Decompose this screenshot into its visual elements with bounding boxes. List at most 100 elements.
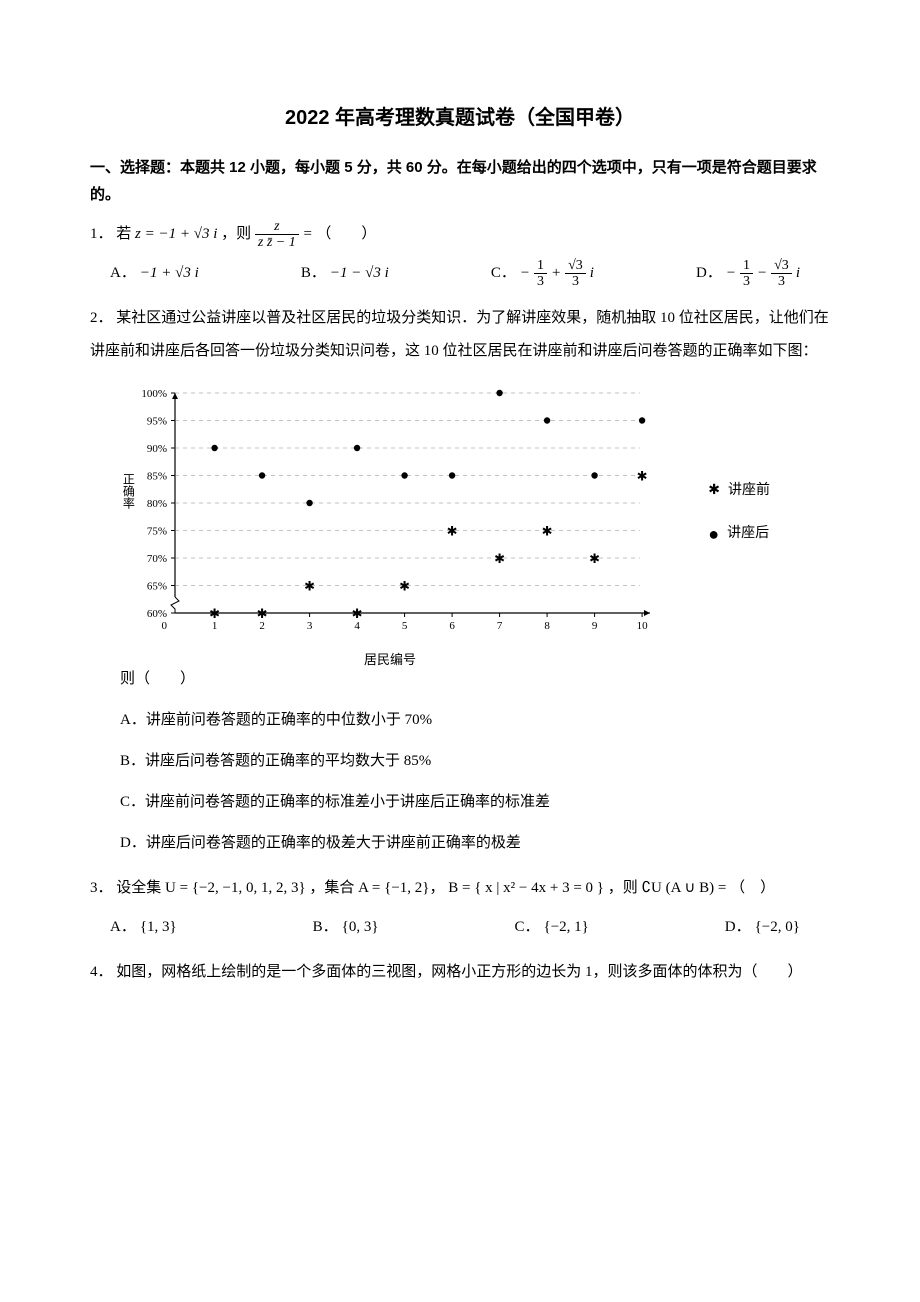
scatter-chart: 60%65%70%75%80%85%90%95%100%123456789100… (120, 383, 660, 633)
svg-text:✱: ✱ (257, 606, 268, 621)
opt-label: A． (110, 911, 136, 944)
q2-option-A: A．讲座前问卷答题的正确率的中位数小于 70% (120, 704, 830, 737)
svg-text:100%: 100% (141, 388, 167, 400)
svg-text:75%: 75% (147, 526, 167, 538)
svg-text:✱: ✱ (542, 524, 553, 539)
page-title: 2022 年高考理数真题试卷（全国甲卷） (90, 100, 830, 136)
svg-text:6: 6 (449, 620, 455, 632)
opt-label: C． (491, 257, 516, 290)
q3-mid1: ，集合 (309, 880, 358, 896)
opt-label: D． (696, 257, 722, 290)
frac-1: 1 3 (740, 258, 753, 290)
svg-text:65%: 65% (147, 581, 167, 593)
frac-num: 1 (740, 258, 753, 274)
q1-eq: = (303, 226, 317, 242)
frac-den: 3 (534, 274, 547, 289)
frac-num: z (255, 219, 299, 235)
svg-text:0: 0 (162, 620, 168, 632)
opt-label: C． (514, 911, 539, 944)
option-B: B． −1 − √3 i (301, 257, 389, 290)
minus-sign: − (757, 257, 767, 290)
opt-value: {−2, 1} (544, 911, 589, 944)
svg-text:60%: 60% (147, 608, 167, 620)
option-C: C． − 1 3 + √3 3 i (491, 257, 594, 290)
frac-den: z z̄ − 1 (255, 235, 299, 250)
q2-option-B: B．讲座后问卷答题的正确率的平均数大于 85% (120, 745, 830, 778)
legend-label: 讲座后 (727, 519, 769, 550)
svg-text:✱: ✱ (637, 469, 648, 484)
opt-value: {−2, 0} (755, 911, 800, 944)
opt-label: B． (313, 911, 338, 944)
svg-text:80%: 80% (147, 498, 167, 510)
frac-num: √3 (771, 258, 792, 274)
q3-U: U = {−2, −1, 0, 1, 2, 3} (165, 880, 306, 896)
q1-lead: 若 (116, 226, 135, 242)
x-axis-label: 居民编号 (364, 646, 416, 675)
svg-text:4: 4 (354, 620, 360, 632)
q3-B: B = { x | x² − 4x + 3 = 0 } (448, 880, 604, 896)
q3-expr: ∁U (A ∪ B) = (642, 880, 731, 896)
question-3: 3． 设全集 U = {−2, −1, 0, 1, 2, 3} ，集合 A = … (90, 872, 830, 944)
q2-number: 2． (90, 310, 113, 326)
svg-text:✱: ✱ (399, 579, 410, 594)
svg-text:✱: ✱ (352, 606, 363, 621)
star-icon: ✱ (708, 476, 720, 507)
opt-value: −1 + √3 i (140, 257, 199, 290)
q3-number: 3． (90, 880, 113, 896)
frac-den: 3 (565, 274, 586, 289)
q2-text: 某社区通过公益讲座以普及社区居民的垃圾分类知识．为了解讲座效果，随机抽取 10 … (90, 310, 829, 359)
legend-before: ✱ 讲座前 (708, 476, 770, 507)
dot-icon: ● (708, 515, 719, 555)
q4-number: 4． (90, 964, 113, 980)
svg-text:7: 7 (497, 620, 503, 632)
i-unit: i (590, 257, 594, 290)
frac-den: 3 (740, 274, 753, 289)
q1-tail: （ ） (316, 226, 376, 242)
opt-value: {1, 3} (140, 911, 177, 944)
q2-option-C: C．讲座前问卷答题的正确率的标准差小于讲座后正确率的标准差 (120, 786, 830, 819)
opt-label: B． (301, 257, 326, 290)
frac-1: 1 3 (534, 258, 547, 290)
option-A: A． −1 + √3 i (110, 257, 199, 290)
q3-lead: 设全集 (116, 880, 165, 896)
question-1: 1． 若 z = −1 + √3 i ，则 z z z̄ − 1 = （ ） A… (90, 218, 830, 290)
neg-sign: − (520, 257, 530, 290)
option-B: B． {0, 3} (313, 911, 379, 944)
svg-text:10: 10 (637, 620, 649, 632)
frac-2: √3 3 (771, 258, 792, 290)
i-unit: i (796, 257, 800, 290)
svg-text:✱: ✱ (304, 579, 315, 594)
q1-cond: z = −1 + √3 i (135, 226, 217, 242)
legend-after: ● 讲座后 (708, 515, 770, 555)
y-axis-label: 正确率 (115, 473, 141, 509)
option-D: D． − 1 3 − √3 3 i (696, 257, 800, 290)
opt-value: −1 − √3 i (330, 257, 389, 290)
svg-text:70%: 70% (147, 553, 167, 565)
plus-sign: + (551, 257, 561, 290)
svg-text:✱: ✱ (494, 551, 505, 566)
q1-mid: ，则 (221, 226, 255, 242)
opt-label: A． (110, 257, 136, 290)
svg-text:2: 2 (259, 620, 265, 632)
legend-label: 讲座前 (728, 476, 770, 507)
svg-text:85%: 85% (147, 471, 167, 483)
frac-num: 1 (534, 258, 547, 274)
svg-text:✱: ✱ (209, 606, 220, 621)
svg-text:1: 1 (212, 620, 218, 632)
q1-number: 1． (90, 226, 113, 242)
chart-legend: ✱ 讲座前 ● 讲座后 (708, 468, 770, 562)
svg-text:3: 3 (307, 620, 313, 632)
q4-text: 如图，网格纸上绘制的是一个多面体的三视图，网格小正方形的边长为 1，则该多面体的… (116, 964, 802, 980)
frac-2: √3 3 (565, 258, 586, 290)
q2-option-D: D．讲座后问卷答题的正确率的极差大于讲座前正确率的极差 (120, 827, 830, 860)
svg-text:95%: 95% (147, 416, 167, 428)
option-D: D． {−2, 0} (725, 911, 800, 944)
q3-options: A． {1, 3} B． {0, 3} C． {−2, 1} D． {−2, 0… (90, 911, 830, 944)
section-heading: 一、选择题：本题共 12 小题，每小题 5 分，共 60 分。在每小题给出的四个… (90, 154, 830, 208)
opt-label: D． (725, 911, 751, 944)
frac-den: 3 (771, 274, 792, 289)
q3-mid2: ，则 (608, 880, 642, 896)
frac-num: √3 (565, 258, 586, 274)
chart-box: 正确率 60%65%70%75%80%85%90%95%100%12345678… (120, 383, 660, 653)
q3-tail: （ ） (730, 880, 775, 896)
